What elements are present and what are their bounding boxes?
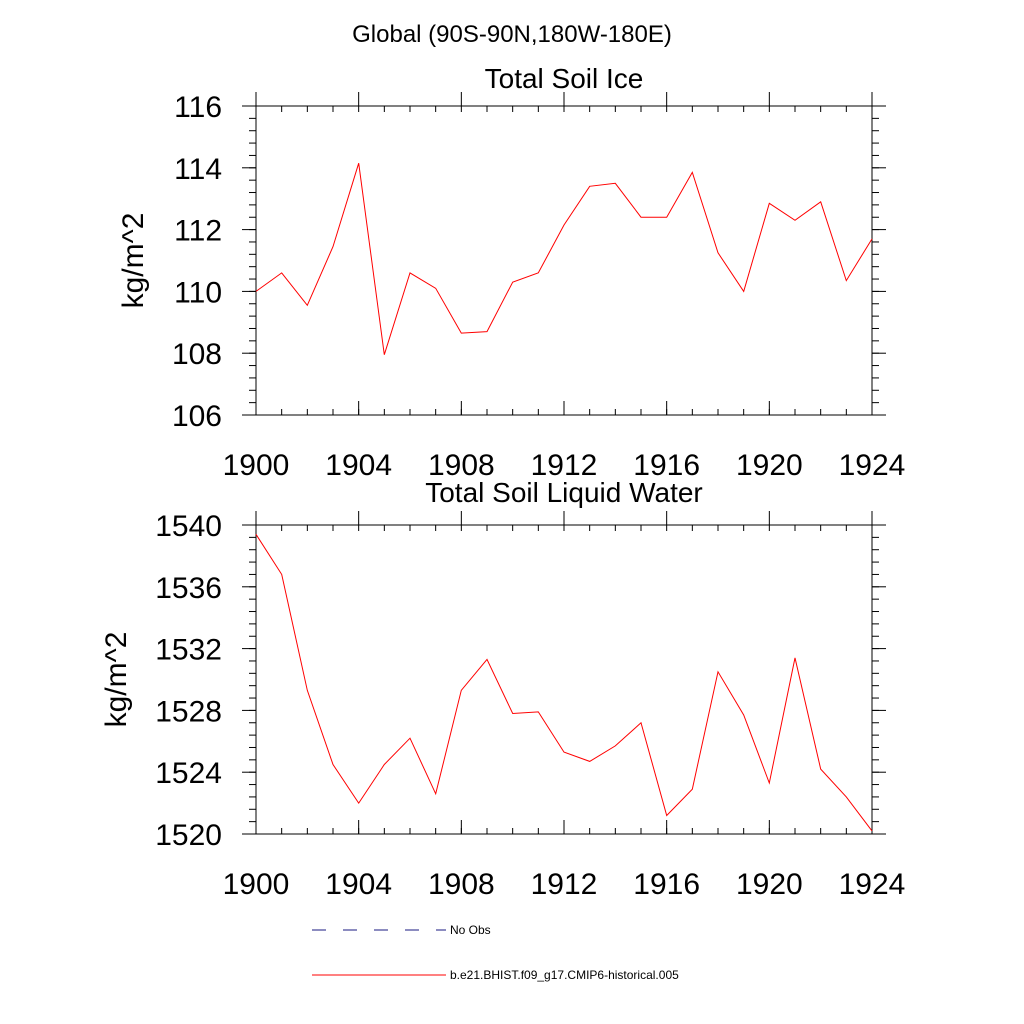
y-tick-label: 108 — [172, 338, 222, 371]
x-tick-label: 1916 — [633, 868, 700, 901]
page-title: Global (90S-90N,180W-180E) — [352, 21, 672, 48]
y-tick-label: 112 — [174, 215, 222, 248]
x-tick-label: 1904 — [325, 449, 392, 482]
y-tick-label: 110 — [174, 276, 222, 309]
x-tick-label: 1920 — [736, 449, 803, 482]
series-line — [255, 163, 873, 355]
y-tick-label: 106 — [172, 400, 222, 433]
y-tick-label: 1528 — [155, 695, 222, 728]
panel-title: Total Soil Ice — [485, 63, 644, 94]
x-tick-label: 1916 — [633, 449, 700, 482]
y-axis-label: kg/m^2 — [100, 632, 133, 728]
x-tick-label: 1912 — [531, 449, 598, 482]
x-tick-label: 1900 — [223, 868, 290, 901]
x-tick-label: 1900 — [223, 449, 290, 482]
x-tick-label: 1912 — [531, 868, 598, 901]
x-tick-label: 1924 — [839, 449, 906, 482]
panel-title: Total Soil Liquid Water — [425, 477, 703, 508]
x-tick-label: 1904 — [325, 868, 392, 901]
legend: No Obs b.e21.BHIST.f09_g17.CMIP6-histori… — [312, 923, 679, 982]
x-tick-label: 1908 — [428, 868, 495, 901]
series-line — [255, 534, 873, 832]
y-tick-label: 1540 — [155, 510, 222, 543]
legend-label-no-obs: No Obs — [450, 923, 491, 937]
y-tick-label: 1536 — [155, 572, 222, 605]
y-axis-label: kg/m^2 — [117, 213, 150, 309]
y-tick-label: 1524 — [155, 757, 222, 790]
y-tick-label: 1520 — [155, 819, 222, 852]
panel-total-soil-ice: 1900 1904 1908 1912 1916 1920 1924 106 108 110 112… — [117, 63, 905, 482]
x-tick-label: 1920 — [736, 868, 803, 901]
x-tick-label: 1924 — [839, 868, 906, 901]
legend-label-model: b.e21.BHIST.f09_g17.CMIP6-historical.005 — [450, 968, 679, 982]
y-tick-label: 1532 — [155, 634, 222, 667]
panel-total-soil-liquid-water: 1900 1904 1908 1912 1916 1920 1924 1520 1524 1528… — [100, 477, 905, 901]
y-tick-label: 116 — [174, 91, 222, 124]
y-tick-label: 114 — [174, 153, 222, 186]
x-tick-label: 1908 — [428, 449, 495, 482]
